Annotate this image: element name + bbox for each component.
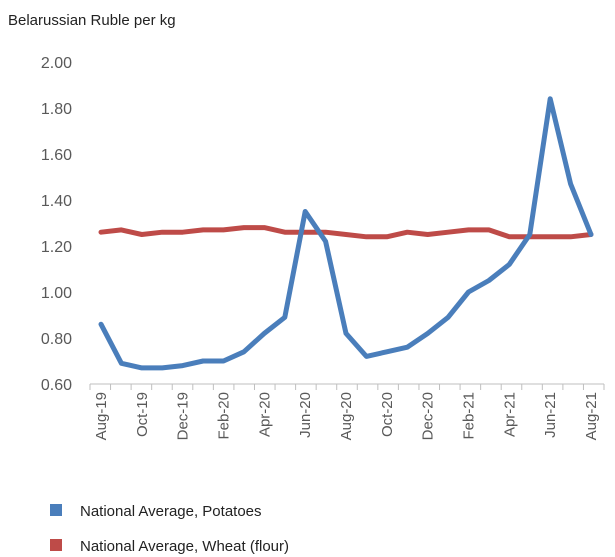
- x-tick-label: Apr-20: [256, 392, 273, 437]
- x-tick-label: Dec-19: [175, 392, 192, 440]
- legend-label: National Average, Wheat (flour): [80, 538, 289, 555]
- series-group: [98, 96, 594, 371]
- legend: National Average, Potatoes National Avera…: [50, 503, 289, 555]
- x-tick-label: Aug-21: [583, 392, 600, 440]
- y-axis-ticks: 0.60 0.80 1.00 1.20 1.40 1.60 1.80 2.00: [41, 55, 72, 394]
- x-tick-label: Jun-20: [297, 392, 314, 438]
- x-tick-label: Oct-20: [379, 392, 396, 437]
- legend-label: National Average, Potatoes: [80, 503, 262, 520]
- x-tick-label: Oct-19: [134, 392, 151, 437]
- x-tick-label: Aug-20: [338, 392, 355, 440]
- x-tick-label: Feb-21: [461, 392, 478, 440]
- y-tick-label: 0.60: [41, 377, 72, 394]
- y-tick-label: 1.40: [41, 193, 72, 210]
- y-tick-label: 2.00: [41, 55, 72, 72]
- y-tick-label: 0.80: [41, 331, 72, 348]
- x-tick-label: Jun-21: [542, 392, 559, 438]
- y-axis-label: Belarussian Ruble per kg: [8, 12, 176, 29]
- y-tick-label: 1.00: [41, 285, 72, 302]
- y-tick-label: 1.60: [41, 147, 72, 164]
- wheat-flour-series-line: [98, 225, 594, 240]
- x-axis: Aug-19 Oct-19 Dec-19 Feb-20 Apr-20 Jun-20 Aug-…: [89, 383, 605, 440]
- potatoes-series-line: [98, 96, 594, 371]
- x-tick-label: Aug-19: [93, 392, 110, 440]
- legend-swatch: [50, 504, 62, 516]
- x-tick-label: Apr-21: [501, 392, 518, 437]
- x-tick-label: Feb-20: [216, 392, 233, 440]
- y-tick-label: 1.80: [41, 101, 72, 118]
- y-tick-label: 1.20: [41, 239, 72, 256]
- x-tick-label: Dec-20: [420, 392, 437, 440]
- legend-swatch: [50, 539, 62, 551]
